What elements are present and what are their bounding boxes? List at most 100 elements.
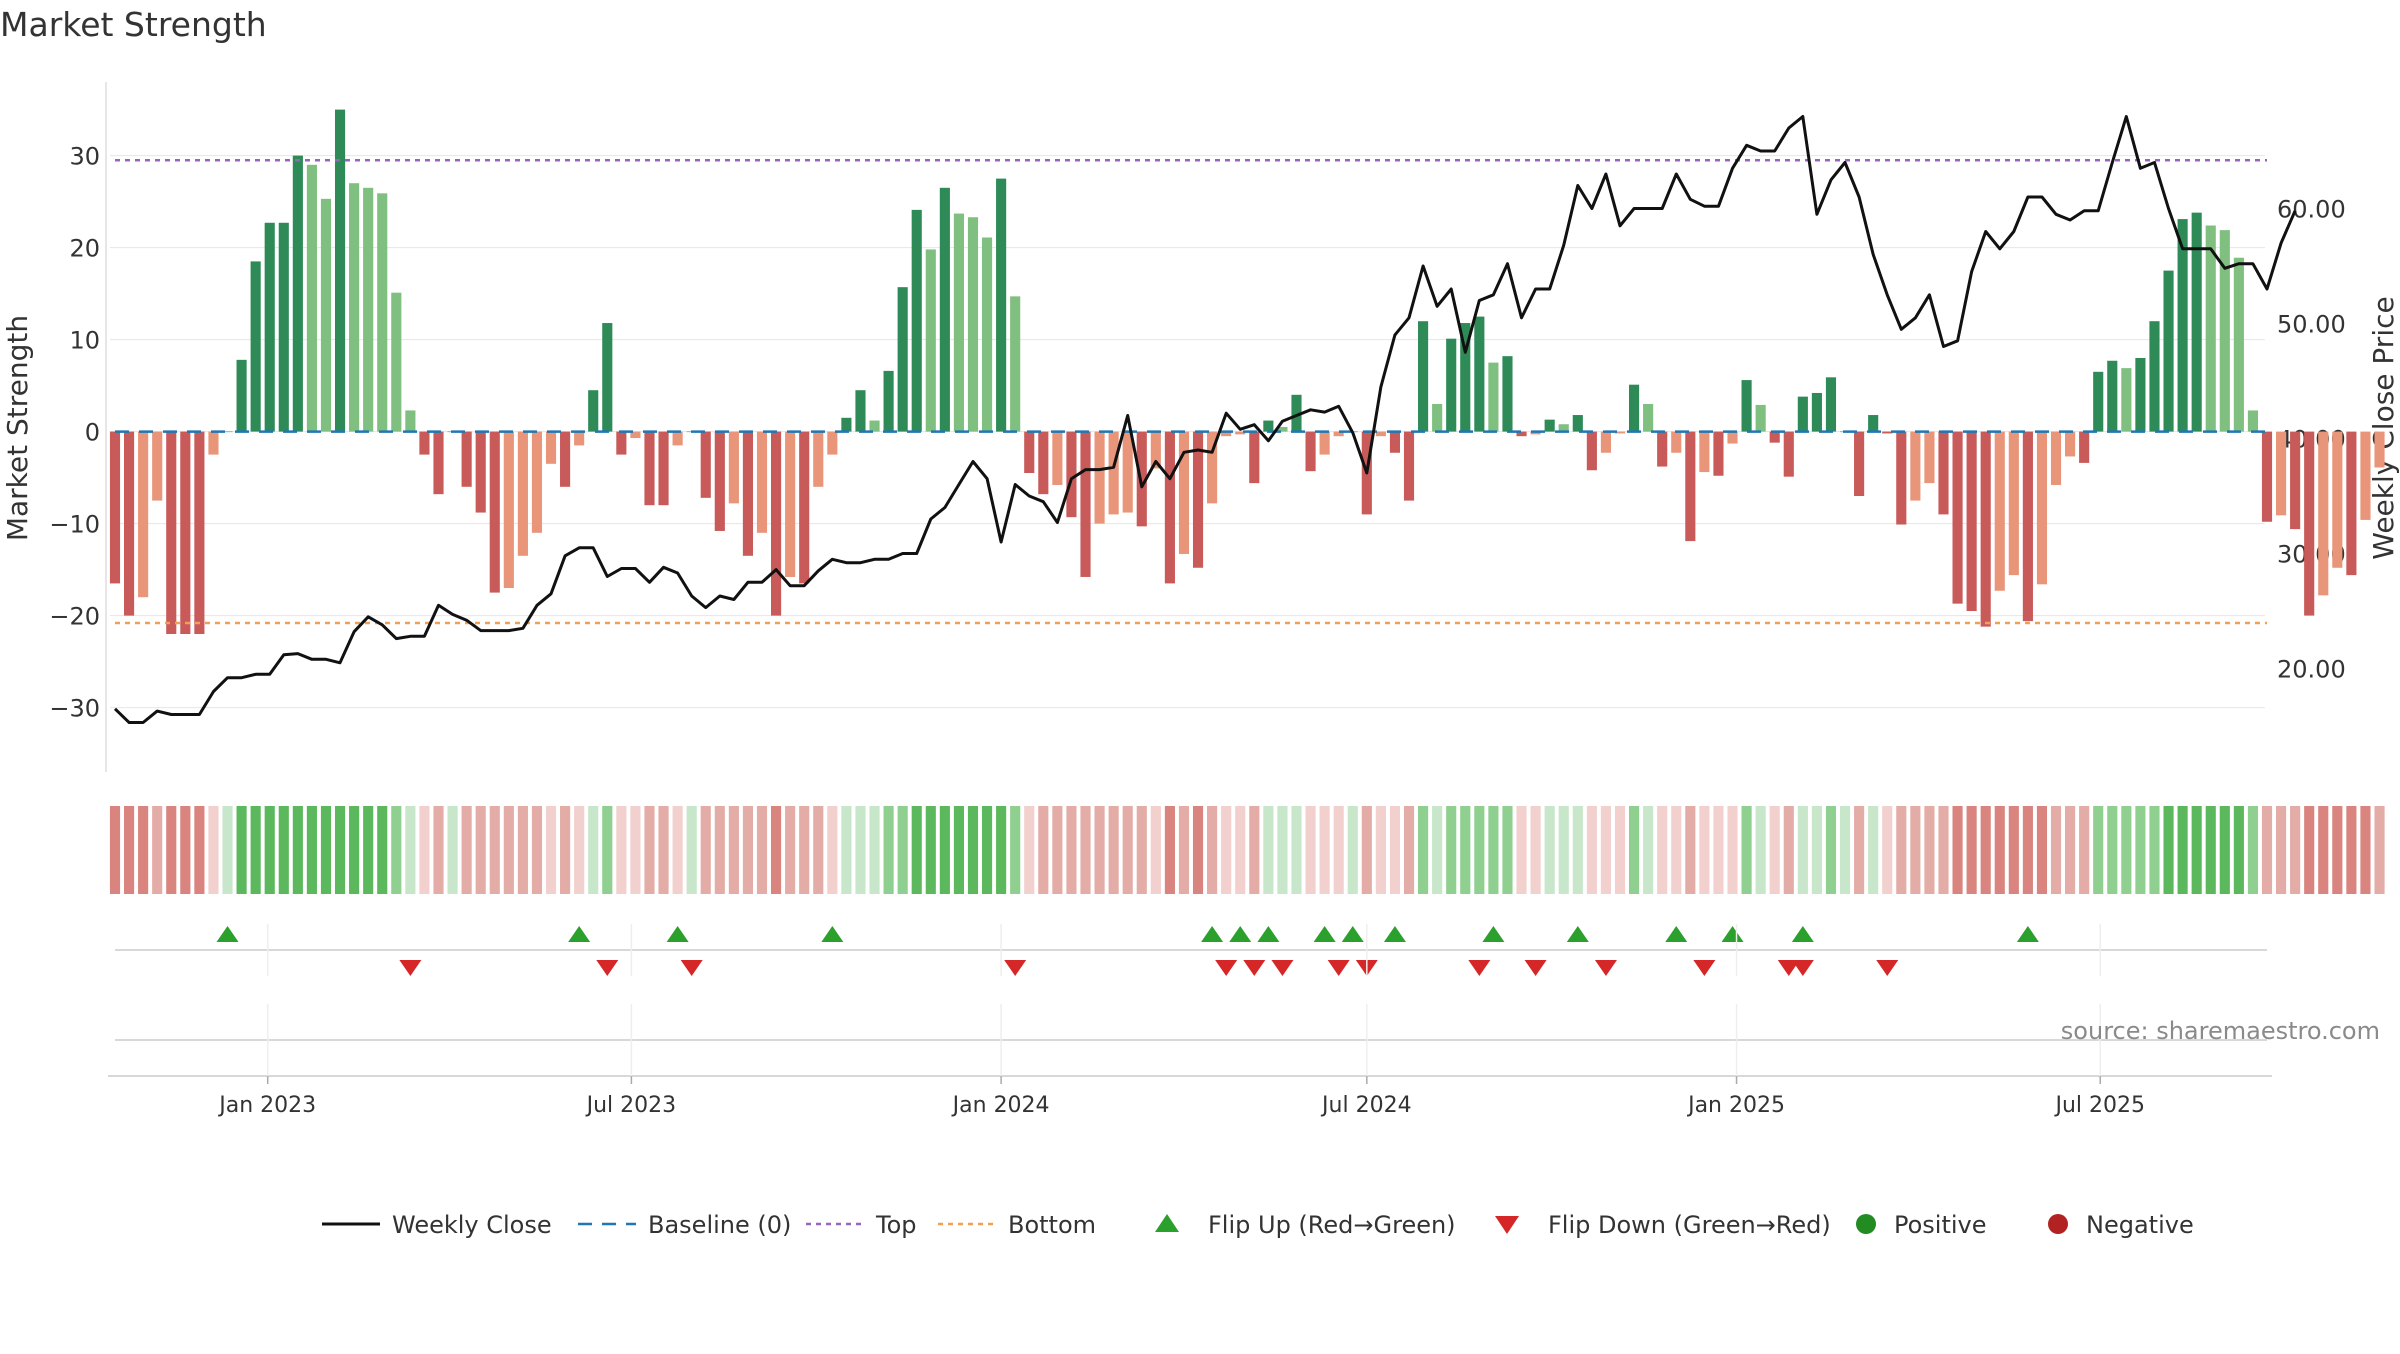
band-cell <box>911 806 922 894</box>
strength-bar <box>461 431 472 487</box>
band-cell <box>2318 806 2329 894</box>
band-cell <box>250 806 261 894</box>
x-tick-label: Jul 2024 <box>1320 1093 1412 1118</box>
strength-bar <box>1080 431 1091 577</box>
band-cell <box>208 806 219 894</box>
flip-up-marker <box>1257 926 1280 942</box>
strength-bar <box>1038 431 1049 495</box>
left-tick-label: −20 <box>49 603 100 631</box>
strength-bar <box>756 431 768 533</box>
band-cell <box>447 806 458 894</box>
source-note: source: sharemaestro.com <box>2061 1017 2380 1045</box>
band-cell <box>2079 806 2090 894</box>
band-cell <box>1910 806 1921 894</box>
strength-bar <box>489 431 500 593</box>
legend-label: Bottom <box>1008 1211 1096 1239</box>
strength-bar <box>1797 396 1808 432</box>
strength-bar <box>588 390 599 432</box>
flip-markers <box>115 926 2267 976</box>
band-cell <box>2177 806 2188 894</box>
strength-bar <box>1769 431 1780 443</box>
band-cell <box>574 806 585 894</box>
band-cell <box>981 806 993 894</box>
strength-bar <box>1685 431 1696 542</box>
band-cell <box>475 806 486 894</box>
band-cell <box>2360 806 2371 894</box>
band-cell <box>841 806 852 894</box>
strength-bar <box>138 431 149 598</box>
band-cell <box>771 806 782 894</box>
strength-bar <box>785 431 796 577</box>
band-cell <box>1403 806 1415 894</box>
strength-bar <box>1825 377 1837 432</box>
band-cell <box>827 806 838 894</box>
strength-bar <box>574 431 585 446</box>
flip-down-marker <box>1468 960 1491 976</box>
band-cell <box>1052 806 1063 894</box>
strength-bar <box>2247 410 2258 432</box>
strength-bar <box>349 183 360 432</box>
strength-bar <box>363 187 374 432</box>
x-axis: Jan 2023 Jul 2023 Jan 2024 Jul 2024 Jan 2025… <box>217 924 2145 1118</box>
x-tick-label: Jan 2025 <box>1686 1093 1785 1118</box>
strength-bar <box>391 292 402 432</box>
band-cell <box>1938 806 1949 894</box>
strength-bar <box>1319 431 1330 455</box>
flip-down-marker <box>596 960 619 976</box>
band-cell <box>461 806 472 894</box>
legend-label: Weekly Close <box>392 1211 552 1239</box>
strength-bar <box>855 390 866 432</box>
strength-bar <box>405 410 416 432</box>
band-cell <box>2332 806 2343 894</box>
band-cell <box>939 806 950 894</box>
strength-bar <box>771 431 782 616</box>
band-cell <box>1446 806 1457 894</box>
strength-bar <box>1628 384 1640 432</box>
strength-bar <box>2050 431 2062 485</box>
flip-down-marker <box>1524 960 1547 976</box>
flip-down-marker <box>1777 960 1800 976</box>
band-cell <box>264 806 275 894</box>
strength-bar <box>194 431 205 634</box>
band-cell <box>1530 806 1541 894</box>
strength-bar <box>2332 431 2343 568</box>
strength-bar <box>1783 431 1794 477</box>
strength-bar <box>1066 431 1077 518</box>
band-cell <box>1488 806 1499 894</box>
right-tick-label: 20.00 <box>2277 656 2346 684</box>
band-cell <box>306 806 317 894</box>
strength-bar <box>1221 431 1232 437</box>
band-cell <box>855 806 866 894</box>
strength-bar <box>306 164 317 432</box>
strength-bar <box>1854 431 1865 496</box>
band-cell <box>2107 806 2118 894</box>
strength-bar <box>2107 360 2118 432</box>
legend-label: Positive <box>1894 1211 1987 1239</box>
band-cell <box>1924 806 1935 894</box>
strength-bar <box>1403 431 1415 501</box>
strength-bar <box>278 222 289 432</box>
strength-bar <box>1966 431 1977 611</box>
strength-bar <box>517 431 528 556</box>
band-cell <box>714 806 725 894</box>
band-cell <box>630 806 641 894</box>
band-cell <box>2135 806 2146 894</box>
strength-bar <box>2135 358 2146 432</box>
legend-label: Flip Down (Green→Red) <box>1548 1211 1831 1239</box>
band-cell <box>166 806 177 894</box>
strength-bar <box>2036 431 2048 585</box>
strength-bar <box>1502 356 1513 432</box>
legend-label: Negative <box>2086 1211 2194 1239</box>
band-cell <box>1432 806 1443 894</box>
band-cell <box>658 806 669 894</box>
strength-bar <box>2121 368 2132 432</box>
band-cell <box>1671 806 1682 894</box>
strength-bar <box>2360 431 2371 520</box>
strength-bar <box>2219 230 2230 432</box>
band-cell <box>1235 806 1246 894</box>
band-cell <box>883 806 894 894</box>
strength-bar <box>644 431 655 506</box>
band-cell <box>1333 806 1344 894</box>
legend-swatch-flip-down <box>1495 1216 1519 1234</box>
band-cell <box>742 806 754 894</box>
